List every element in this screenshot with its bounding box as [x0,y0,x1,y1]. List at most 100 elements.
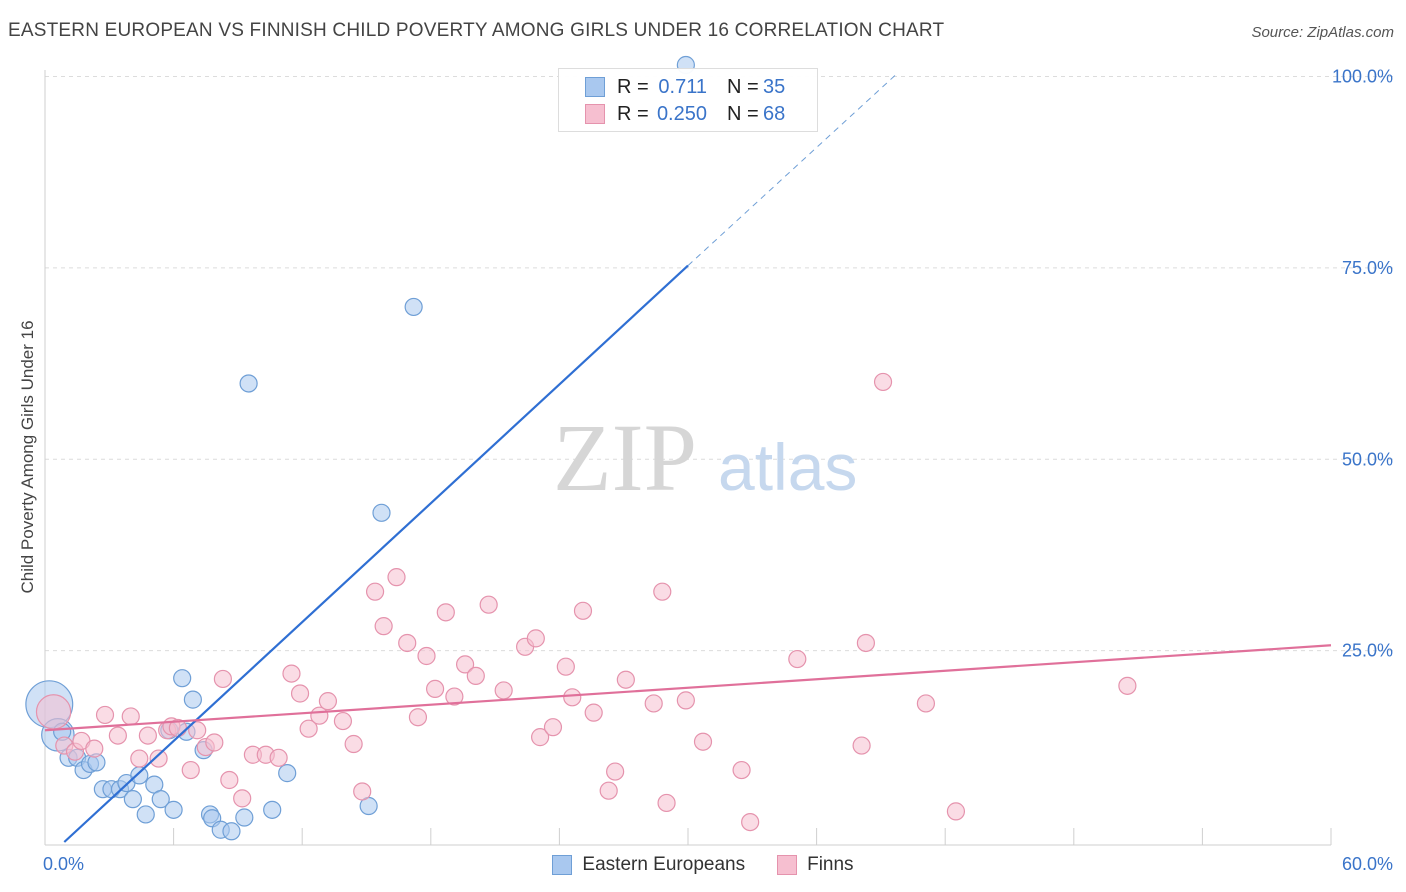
legend-swatch-blue [552,855,573,875]
data-point [417,646,436,666]
data-point [183,690,202,709]
legend-r-label: R = [617,102,649,125]
data-point [130,749,149,768]
y-tick-label: 100.0% [1332,67,1393,87]
data-point [616,670,635,689]
data-point [344,734,363,754]
data-point [856,633,875,653]
legend-r-value: 0.250 [656,102,707,125]
data-point [188,721,207,740]
legend-r-value: 0.711 [658,75,707,98]
data-point [138,726,157,745]
legend-swatch-pink [777,855,798,875]
data-point [387,568,406,587]
data-point [333,711,353,731]
data-point [445,687,464,706]
data-point [852,736,871,755]
data-point [741,812,760,832]
data-point [436,603,455,622]
data-point [584,703,603,722]
stats-legend: R = 0.711 N = 35 R = 0.250 N = 68 [558,68,818,132]
legend-n-value: 35 [763,75,786,98]
data-point [398,633,417,653]
data-point [136,805,155,824]
legend-r-label: R = [617,75,649,98]
data-point [732,760,751,780]
data-point [205,733,224,752]
y-tick-label: 25.0% [1342,641,1393,661]
data-point [222,822,241,841]
data-point [873,372,893,392]
data-point [531,728,550,747]
data-point [374,617,393,636]
data-point [263,800,282,819]
data-point [466,666,485,685]
tick-labels: 25.0% 50.0% 75.0% 100.0% 0.0% 60.0% [43,67,1393,875]
data-point [35,694,72,730]
series-finns [35,372,1137,832]
data-point [425,679,445,699]
data-point [916,694,936,713]
data-point [233,789,252,808]
data-point [653,582,672,601]
trend-lines [44,72,1332,843]
data-point [290,684,310,703]
legend-label: Finns [807,854,854,875]
data-point [213,669,232,689]
data-point [130,766,149,785]
watermark-zip: ZIP [553,404,697,511]
legend-item-eastern-europeans[interactable]: Eastern Europeans [552,854,745,876]
legend-item-finns[interactable]: Finns [777,854,854,876]
data-point [220,770,239,790]
x-tick-label: 0.0% [43,854,84,874]
data-point [108,726,127,745]
trend-line-finns [44,644,1332,732]
data-point [269,748,288,767]
data-point [455,655,475,674]
series-legend: Eastern Europeans Finns [0,852,1406,878]
data-point [318,692,338,711]
data-point [1118,676,1137,695]
legend-label: Eastern Europeans [582,854,746,875]
data-point [526,629,545,648]
chart-title: EASTERN EUROPEAN VS FINNISH CHILD POVERT… [8,20,945,41]
data-point [239,374,258,393]
legend-row-eastern-europeans: R = 0.711 N = 35 [585,74,785,100]
data-point [556,657,575,676]
series-eastern-europeans [25,55,695,841]
source-label: Source: ZipAtlas.com [1251,24,1394,41]
watermark-atlas: atlas [718,430,857,504]
data-point [151,790,170,809]
data-point [657,793,676,813]
data-point [606,762,625,781]
legend-n-label: N = [727,102,759,125]
data-point [164,800,183,819]
y-tick-label: 75.0% [1342,258,1393,278]
legend-swatch-blue [585,77,605,97]
data-point [408,708,428,727]
data-point [494,681,513,700]
trend-line-extension [687,72,899,266]
data-point [353,782,372,801]
data-point [278,764,297,783]
data-point [149,749,168,768]
legend-row-finns: R = 0.250 N = 68 [585,101,785,127]
data-point [173,669,192,688]
data-point [788,649,807,669]
data-point [479,595,498,614]
data-point [372,503,391,522]
data-point [573,601,593,620]
data-point [404,297,423,317]
data-point [676,691,695,710]
data-point [121,707,140,726]
legend-swatch-pink [585,104,605,124]
x-tick-label: 60.0% [1342,854,1393,874]
legend-n-label: N = [727,75,759,98]
legend-n-value: 68 [763,102,786,125]
data-point [644,694,663,713]
data-point [693,732,713,751]
data-point [946,802,966,821]
data-point [235,808,254,827]
data-point [181,760,200,780]
